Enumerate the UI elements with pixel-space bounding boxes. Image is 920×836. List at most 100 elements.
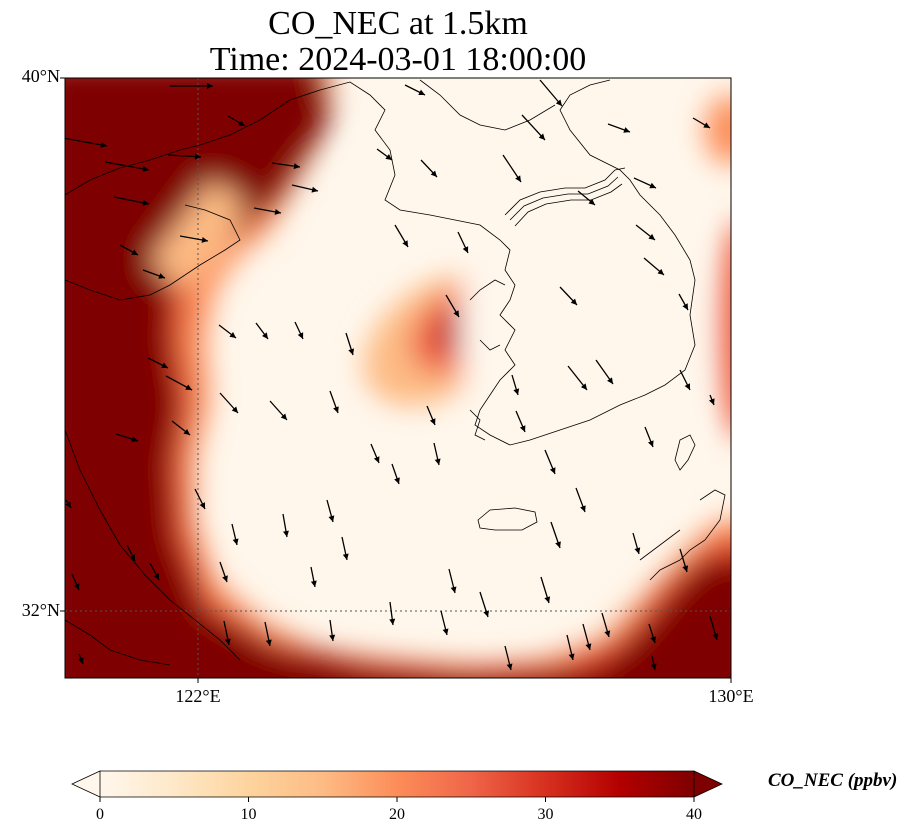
wind-arrow <box>679 548 689 573</box>
wind-arrow <box>179 235 209 243</box>
wind-arrow <box>294 321 304 340</box>
wind-arrow <box>575 487 586 513</box>
wind-arrow <box>511 374 520 396</box>
wind-arrow <box>582 623 592 651</box>
wind-arrow <box>420 159 438 178</box>
wind-arrow <box>219 392 239 414</box>
wind-arrow <box>253 207 282 215</box>
wind-arrow <box>282 513 289 538</box>
wind-arrow <box>115 433 139 443</box>
wind-arrow <box>171 420 191 436</box>
wind-arrow <box>394 224 409 248</box>
wind-arrow <box>440 610 449 636</box>
wind-arrow <box>601 612 611 638</box>
wind-arrow <box>264 621 272 647</box>
wind-arrow <box>678 293 689 311</box>
wind-arrow <box>227 115 246 127</box>
wind-arrow <box>194 488 206 510</box>
wind-arrow <box>515 410 526 433</box>
wind-arrow <box>648 623 657 644</box>
colorbar-title: CO_NEC (ppbv) <box>768 770 898 791</box>
colorbar-tick-40: 40 <box>686 806 702 823</box>
map-title-line-2: Time: 2024-03-01 18:00:00 <box>209 41 587 78</box>
wind-arrow <box>633 177 657 189</box>
wind-arrow <box>77 653 84 665</box>
wind-arrow <box>142 269 166 279</box>
wind-arrow <box>113 196 150 206</box>
wind-arrow <box>65 137 108 148</box>
wind-arrow <box>632 532 641 555</box>
wind-arrow <box>539 79 563 107</box>
wind-arrow <box>540 576 551 604</box>
wind-arrow <box>376 148 393 161</box>
lat-label-32n: 32°N <box>21 600 60 620</box>
coastlines <box>65 79 726 666</box>
wind-arrow <box>709 615 719 641</box>
wind-arrow <box>269 400 288 421</box>
wind-arrow <box>219 561 228 583</box>
wind-arrow <box>426 405 436 426</box>
wind-arrow <box>502 154 522 183</box>
wind-arrow <box>271 162 301 170</box>
wind-arrow <box>231 523 239 546</box>
wind-arrow <box>167 153 202 160</box>
wind-arrow <box>607 123 631 133</box>
wind-arrow <box>504 645 513 671</box>
lon-label-122e: 122°E <box>175 686 221 706</box>
wind-arrow <box>521 114 546 141</box>
wind-arrow <box>223 620 231 646</box>
wind-arrow <box>635 224 656 241</box>
wind-arrow <box>389 601 396 626</box>
wind-arrow <box>391 463 400 485</box>
wind-arrow <box>692 117 711 129</box>
wind-arrow <box>566 634 575 661</box>
lat-label-40n: 40°N <box>21 66 60 86</box>
colorbar-tick-0: 0 <box>96 806 104 823</box>
lon-label-130e: 130°E <box>708 686 754 706</box>
wind-arrow <box>448 568 457 594</box>
wind-arrow <box>433 442 441 466</box>
wind-arrow <box>457 231 469 254</box>
wind-arrow <box>445 294 460 318</box>
wind-arrow <box>370 443 380 464</box>
wind-arrow <box>708 394 715 406</box>
gridlines <box>65 78 731 678</box>
wind-arrow <box>567 365 588 391</box>
wind-arrow <box>255 322 269 340</box>
wind-arrow <box>345 332 355 356</box>
map-frame <box>64 77 732 679</box>
colorbar-tick-10: 10 <box>240 806 257 823</box>
wind-arrow <box>65 499 72 509</box>
wind-arrow <box>544 449 556 475</box>
wind-arrow <box>650 655 657 671</box>
wind-arrow <box>341 536 349 561</box>
wind-arrow <box>104 161 150 172</box>
wind-arrow <box>577 190 596 206</box>
wind-arrow <box>643 257 665 276</box>
colorbar-tick-30: 30 <box>537 806 554 823</box>
wind-arrow <box>644 426 654 448</box>
wind-arrow <box>149 562 160 581</box>
map-title-line-1: CO_NEC at 1.5km <box>268 5 528 42</box>
colorbar <box>71 770 723 802</box>
colorbar-tick-20: 20 <box>389 806 405 823</box>
wind-arrow <box>291 184 319 193</box>
wind-arrow <box>550 521 561 549</box>
wind-arrow <box>218 324 237 339</box>
wind-arrow <box>329 619 336 642</box>
axis-ticks <box>60 77 732 683</box>
wind-arrow <box>71 573 80 591</box>
concentration-field <box>65 78 731 678</box>
wind-arrow <box>479 591 490 618</box>
wind-arrow <box>170 83 213 89</box>
wind-arrow <box>326 499 335 523</box>
wind-arrow <box>595 359 614 385</box>
wind-arrow <box>329 390 339 414</box>
wind-arrow <box>126 544 136 562</box>
wind-arrow <box>165 375 193 391</box>
wind-arrow <box>404 84 426 96</box>
wind-arrow <box>679 369 691 391</box>
wind-arrow <box>559 286 578 306</box>
wind-vectors <box>65 79 719 671</box>
